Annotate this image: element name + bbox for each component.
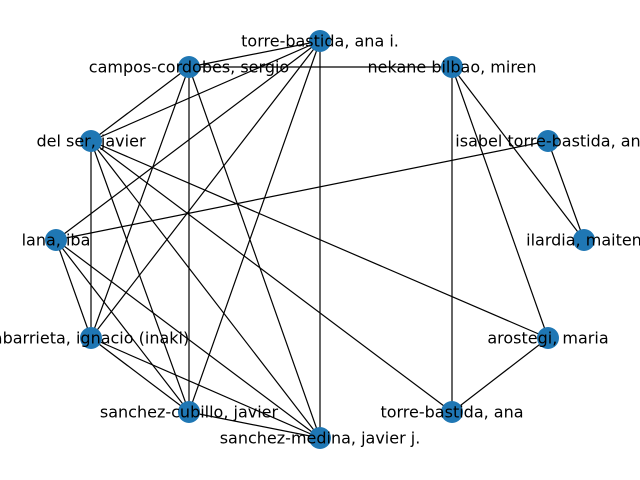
edge-lana-sanchez_medina	[55, 239, 321, 439]
edge-lana-sanchez_cubillo	[55, 239, 190, 413]
node-abarrieta	[80, 327, 102, 349]
node-torre_bastida_ana	[441, 401, 463, 423]
node-lana	[45, 229, 67, 251]
edge-campos_cordobes-sanchez_medina	[188, 66, 321, 439]
edges-layer	[55, 40, 585, 439]
edge-campos_cordobes-del_ser	[90, 66, 190, 142]
node-nekane_bilbao	[441, 56, 463, 78]
node-label-nekane_bilbao: nekane bilbao, miren	[367, 58, 536, 77]
labels-layer: torre-bastida, ana i. campos-cordobes, se…	[0, 32, 640, 448]
node-sanchez_cubillo	[178, 401, 200, 423]
node-label-torre_bastida_ana: torre-bastida, ana	[380, 403, 523, 422]
node-label-abarrieta: abarrieta, ignacio (inaki)	[0, 329, 189, 348]
node-label-ilardia: ilardia, maiten	[526, 231, 640, 250]
node-label-lana: lana, iba	[22, 231, 91, 250]
node-label-sanchez_medina: sanchez-medina, javier j.	[220, 429, 421, 448]
edge-del_ser-sanchez_medina	[90, 140, 321, 439]
edge-abarrieta-sanchez_medina	[90, 337, 321, 439]
edge-campos_cordobes-abarrieta	[90, 66, 190, 339]
edge-torre_bastida_ana_i-sanchez_cubillo	[188, 40, 321, 413]
edge-nekane_bilbao-arostegi	[451, 66, 549, 339]
edge-torre_bastida_ana_i-campos_cordobes	[188, 40, 321, 68]
node-torre_bastida_ana_i	[309, 30, 331, 52]
node-ilardia	[573, 229, 595, 251]
node-del_ser	[80, 130, 102, 152]
edge-torre_bastida_ana_i-lana	[55, 40, 321, 241]
edge-arostegi-torre_bastida_ana	[451, 337, 549, 413]
node-sanchez_medina	[309, 427, 331, 449]
edge-isabel_torre_bastida-ilardia	[547, 140, 585, 241]
edge-del_ser-torre_bastida_ana	[90, 140, 453, 413]
edge-del_ser-arostegi	[90, 140, 549, 339]
node-label-arostegi: arostegi, maria	[487, 329, 608, 348]
edge-abarrieta-sanchez_cubillo	[90, 337, 190, 413]
nodes-layer	[45, 30, 595, 449]
node-label-torre_bastida_ana_i: torre-bastida, ana i.	[241, 32, 399, 51]
node-campos_cordobes	[178, 56, 200, 78]
node-label-isabel_torre_bastida: isabel torre-bastida, an	[455, 132, 640, 151]
node-isabel_torre_bastida	[537, 130, 559, 152]
node-label-campos_cordobes: campos-cordobes, sergio	[89, 58, 289, 77]
edge-lana-abarrieta	[55, 239, 92, 339]
edge-isabel_torre_bastida-lana	[55, 140, 549, 241]
edge-nekane_bilbao-ilardia	[451, 66, 585, 241]
node-label-sanchez_cubillo: sanchez-cubillo, javier	[100, 403, 279, 422]
edge-torre_bastida_ana_i-del_ser	[90, 40, 321, 142]
node-label-del_ser: del ser, javier	[36, 132, 145, 151]
edge-del_ser-sanchez_cubillo	[90, 140, 190, 413]
node-arostegi	[537, 327, 559, 349]
edge-sanchez_cubillo-sanchez_medina	[188, 411, 321, 439]
edge-torre_bastida_ana_i-abarrieta	[90, 40, 321, 339]
